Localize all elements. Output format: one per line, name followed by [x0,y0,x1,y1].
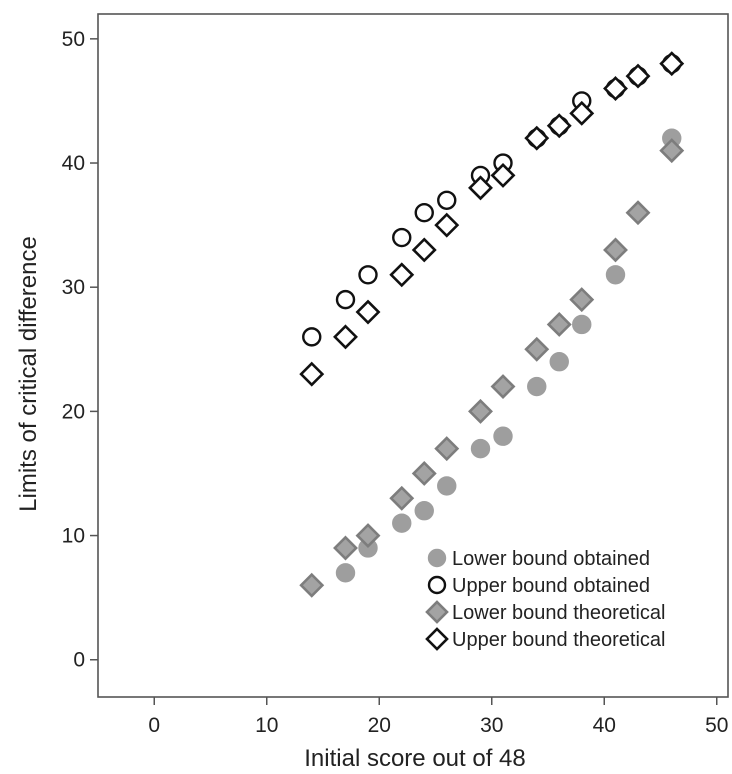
point-upper-bound-theoretical [490,162,516,188]
point-lower-bound-theoretical [524,336,550,362]
point-lower-bound-theoretical [434,436,460,462]
point-lower-bound-obtained [572,314,592,335]
legend-label-upper-bound-theoretical: Upper bound theoretical [452,629,665,651]
x-tick-label: 50 [705,714,728,737]
point-upper-bound-theoretical [524,125,550,151]
legend-marker-lower-bound-theoretical [425,600,449,624]
point-upper-bound-obtained [335,289,356,310]
x-tick-label: 40 [593,714,616,737]
point-lower-bound-obtained [470,438,491,459]
series-lower-bound-theoretical [299,138,685,598]
x-axis: 0 10 20 30 40 50 [148,697,728,737]
point-lower-bound-theoretical [411,461,437,486]
point-lower-bound-obtained [392,513,412,533]
y-tick-label: 10 [62,525,85,548]
point-lower-bound-obtained [414,501,434,521]
y-tick-label: 0 [73,649,85,672]
point-upper-bound-obtained [437,190,457,210]
point-upper-bound-theoretical [625,63,651,89]
point-upper-bound-obtained [302,327,322,347]
point-upper-bound-theoretical [603,76,628,101]
legend-marker-lower-bound-obtained [427,548,447,568]
data-markers [299,51,685,598]
series-upper-bound-theoretical [299,51,685,387]
point-upper-bound-obtained [414,202,434,223]
point-upper-bound-theoretical [333,324,358,350]
y-tick-label: 30 [62,276,85,299]
point-upper-bound-theoretical [411,237,437,263]
point-lower-bound-obtained [335,563,356,583]
point-upper-bound-theoretical [389,262,415,288]
point-upper-bound-theoretical [468,175,493,201]
point-lower-bound-obtained [437,476,457,496]
x-axis-label: Initial score out of 48 [304,745,525,772]
legend-label-lower-bound-theoretical: Lower bound theoretical [452,602,665,624]
point-lower-bound-theoretical [659,138,685,164]
point-lower-bound-theoretical [546,311,572,337]
x-tick-label: 10 [255,714,278,737]
point-lower-bound-theoretical [569,287,595,313]
point-lower-bound-obtained [549,352,569,372]
point-lower-bound-theoretical [299,572,325,598]
point-lower-bound-obtained [605,265,626,285]
point-lower-bound-theoretical [333,535,358,561]
point-upper-bound-theoretical [434,212,460,238]
plot-frame [97,13,729,698]
legend: Lower bound obtained Upper bound obtained… [425,548,665,651]
point-lower-bound-theoretical [490,374,516,400]
legend-marker-upper-bound-theoretical [425,627,449,651]
point-lower-bound-theoretical [468,398,493,424]
point-lower-bound-obtained [493,426,513,446]
x-tick-label: 0 [148,714,160,737]
point-upper-bound-theoretical [299,361,325,387]
point-upper-bound-obtained [392,227,412,248]
point-lower-bound-theoretical [389,485,415,511]
y-tick-label: 40 [62,152,85,175]
point-upper-bound-obtained [358,265,378,285]
point-upper-bound-theoretical [659,51,685,77]
legend-label-upper-bound-obtained: Upper bound obtained [452,575,650,597]
x-tick-label: 30 [480,714,503,737]
x-tick-label: 20 [368,714,391,737]
point-lower-bound-obtained [527,376,547,397]
y-axis-label: Limits of critical difference [15,236,42,512]
point-lower-bound-theoretical [625,200,651,226]
y-tick-label: 20 [62,400,85,423]
y-tick-label: 50 [62,28,85,51]
y-axis: 0 10 20 30 40 50 [62,28,98,672]
point-lower-bound-theoretical [603,237,628,263]
point-upper-bound-theoretical [569,100,595,126]
point-lower-bound-theoretical [355,523,381,549]
point-upper-bound-theoretical [355,299,381,325]
point-upper-bound-theoretical [546,113,572,139]
legend-label-lower-bound-obtained: Lower bound obtained [452,548,650,570]
legend-marker-upper-bound-obtained [427,575,447,595]
